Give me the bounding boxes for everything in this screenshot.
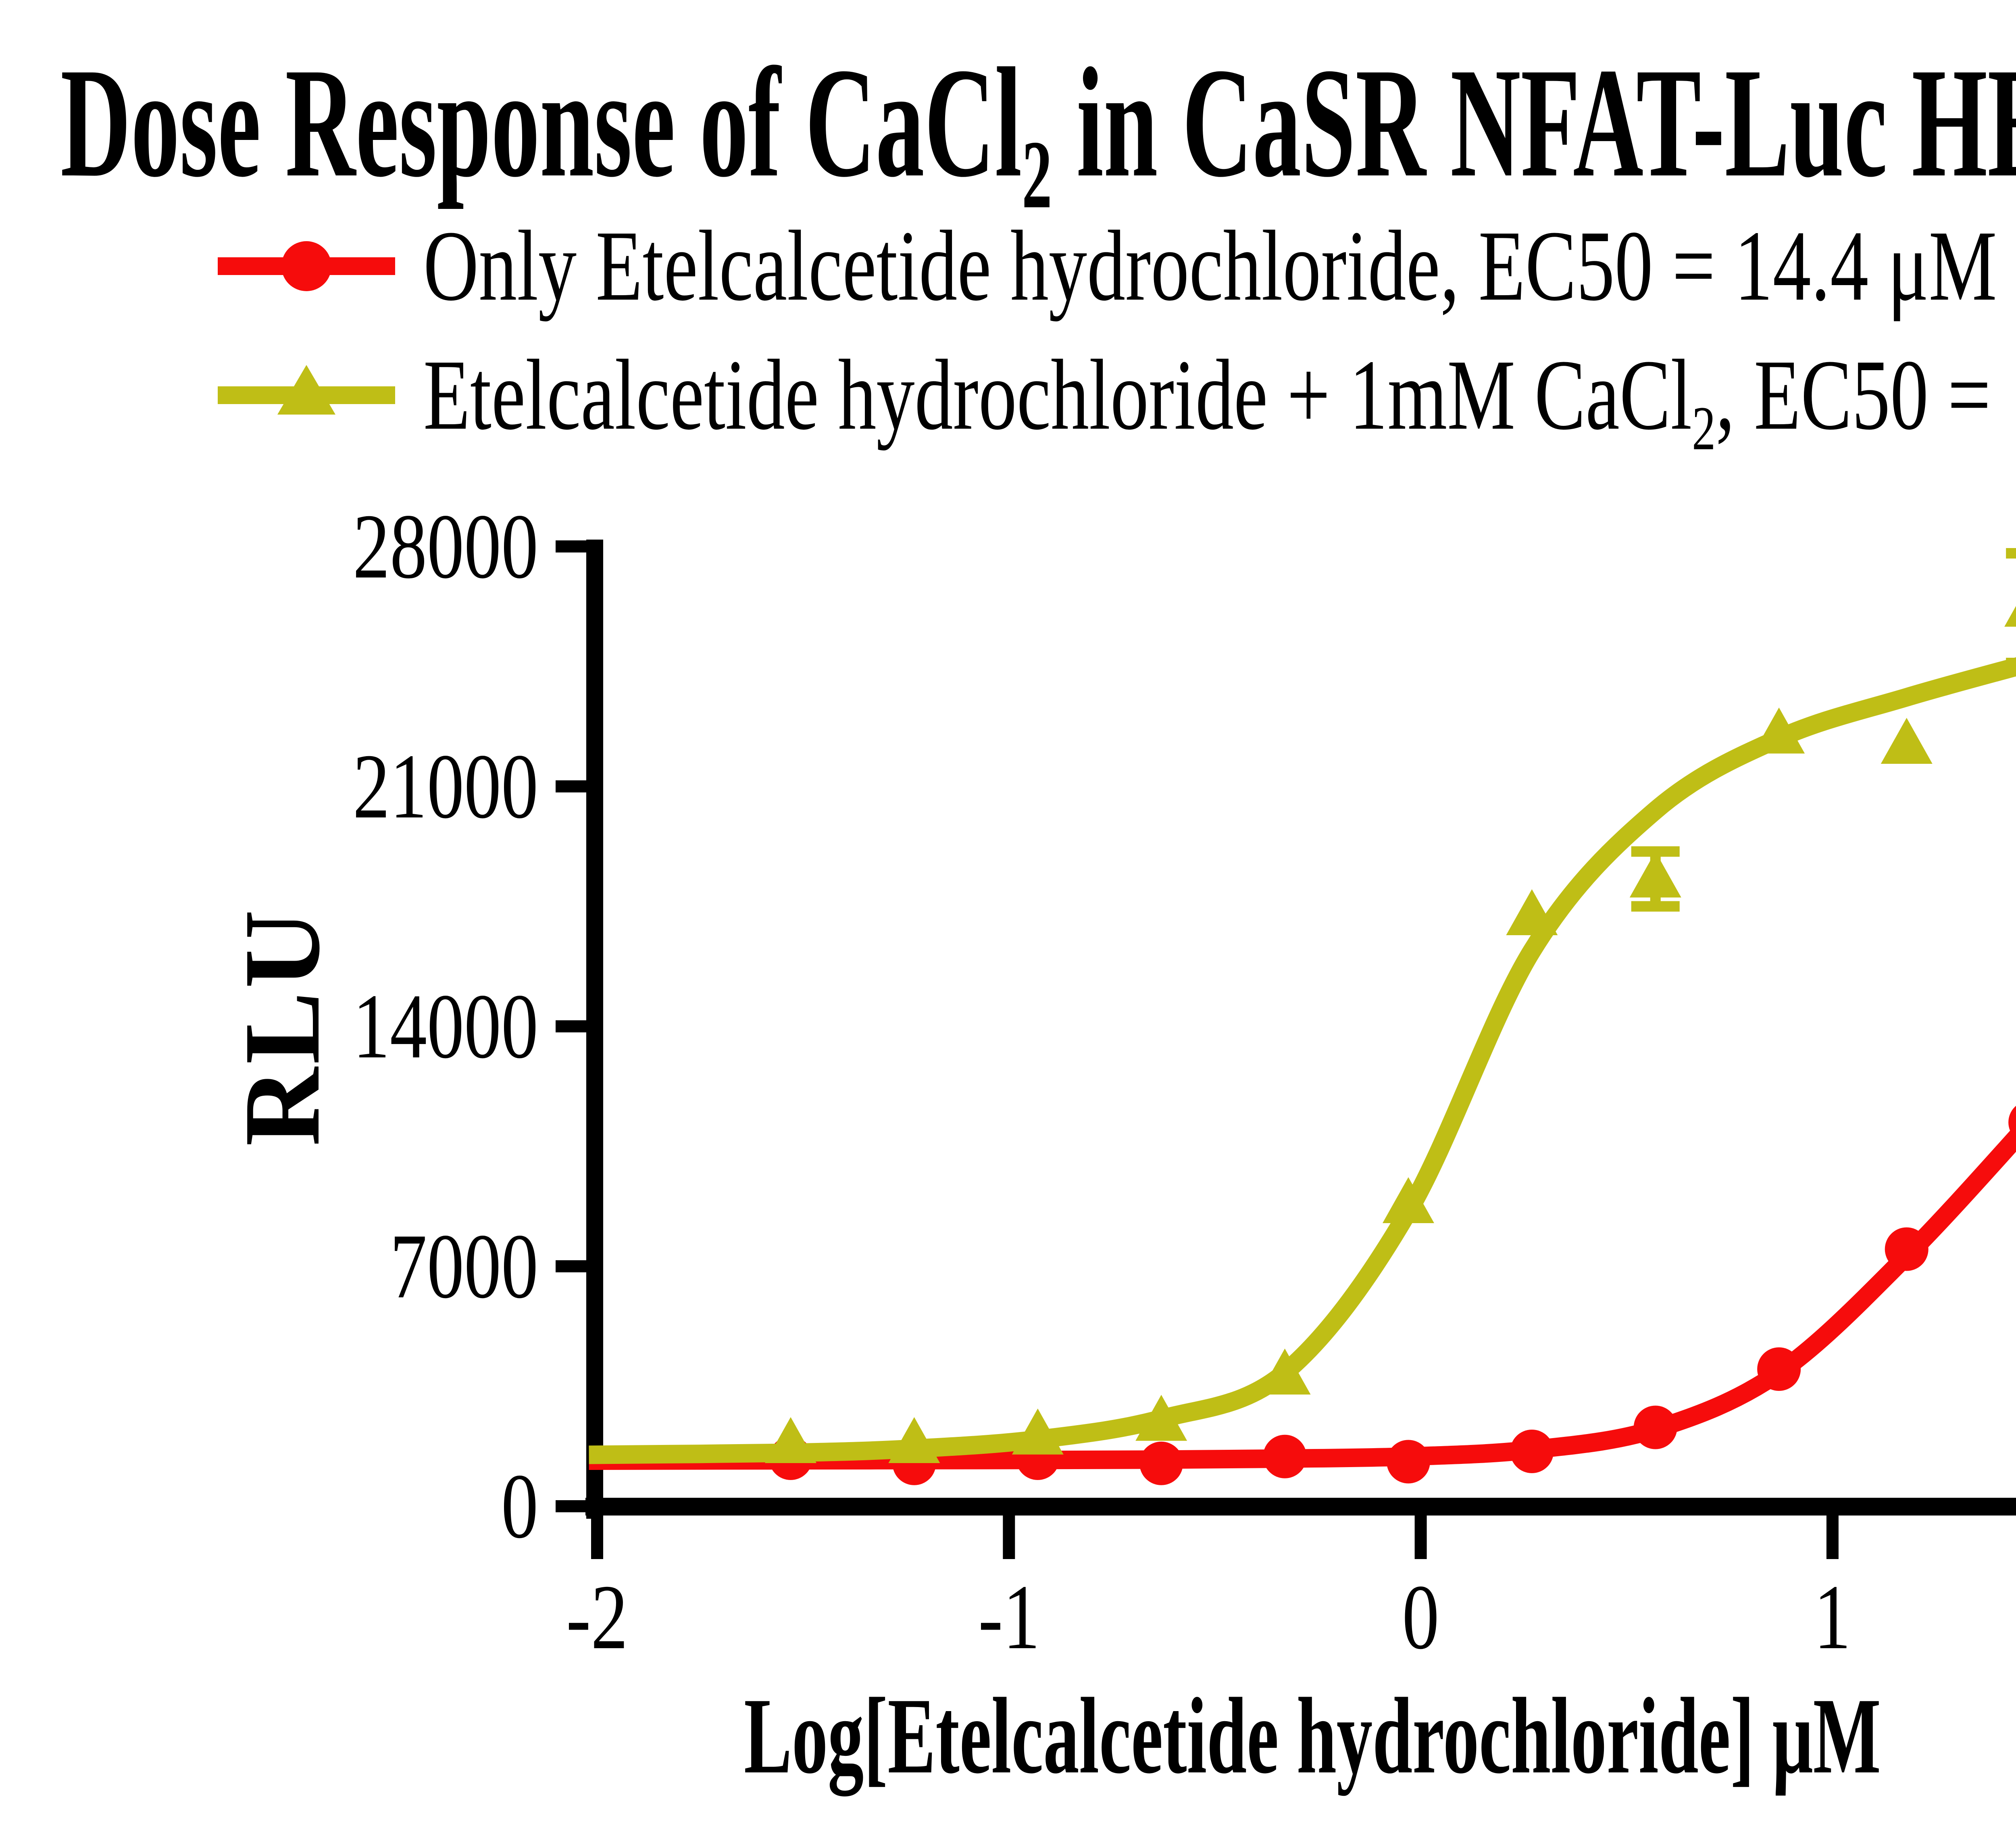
yellow-data-point xyxy=(765,1417,817,1463)
red-data-point xyxy=(1633,1405,1677,1449)
x-axis-tick xyxy=(591,1516,603,1559)
yellow-data-point xyxy=(1753,707,1805,754)
y-axis-tick xyxy=(556,1020,586,1032)
legend-swatch-yellow xyxy=(218,365,395,415)
yellow-data-point xyxy=(1881,718,1933,764)
y-tick-label-28000: 28000 xyxy=(353,495,538,598)
y-tick-label-7000: 7000 xyxy=(390,1215,538,1318)
x-axis-tick xyxy=(1003,1516,1015,1559)
x-tick-label-1: 1 xyxy=(1814,1566,1851,1668)
x-axis-line xyxy=(585,1498,2016,1516)
yellow-fit-curve xyxy=(589,657,2016,1464)
y-tick-label-21000: 21000 xyxy=(353,735,538,838)
red-fit-curve xyxy=(589,1124,2016,1470)
red-data-point xyxy=(1386,1440,1430,1484)
yellow-data-point xyxy=(1259,1349,1311,1395)
y-axis-tick xyxy=(556,1260,586,1272)
red-data-point xyxy=(2008,1105,2016,1139)
x-axis-tick xyxy=(1826,1516,1839,1559)
yellow-data-point xyxy=(888,1417,940,1463)
yellow-data-point xyxy=(1629,851,1681,898)
red-data-point xyxy=(1139,1441,1183,1485)
y-axis-tick xyxy=(556,1500,586,1512)
legend-swatch-red xyxy=(218,241,395,291)
red-data-point xyxy=(1263,1434,1307,1478)
yellow-data-point xyxy=(1012,1408,1064,1455)
legend-item-yellow-series: Etelcalcetide hydrochloride + 1mM CaCl2,… xyxy=(218,331,2016,460)
y-tick-label-14000: 14000 xyxy=(353,975,538,1078)
chart-title-text: Dose Response of CaCl xyxy=(60,35,1022,210)
yellow-data-point xyxy=(2004,606,2016,627)
x-tick-label-0: 0 xyxy=(1402,1566,1439,1668)
chart-title-subscript: 2 xyxy=(1022,121,1052,229)
red-data-point xyxy=(1885,1227,1929,1271)
yellow-data-point xyxy=(1506,889,1558,935)
legend-label-red-series: Only Etelcalcetide hydrochloride, EC50 =… xyxy=(423,210,1997,322)
x-tick-label--1: -1 xyxy=(978,1566,1040,1668)
chart-title-text-2: in CaSR NFAT-Luc HEK293（C15） xyxy=(1076,35,2016,210)
x-axis-title: Log[Etelcalcetide hydrochloride] μM xyxy=(744,1676,1881,1796)
y-axis-tick xyxy=(556,780,586,792)
red-data-point xyxy=(1510,1430,1554,1473)
yellow-data-point xyxy=(1135,1395,1187,1441)
chart-title: Dose Response of CaCl2 in CaSR NFAT-Luc … xyxy=(60,35,2016,224)
legend-triangle-marker xyxy=(277,365,335,415)
yellow-data-point xyxy=(1382,1177,1434,1223)
red-data-point xyxy=(1757,1347,1801,1391)
legend-label-yellow-series: Etelcalcetide hydrochloride + 1mM CaCl2,… xyxy=(423,339,2016,463)
legend-item-red-series: Only Etelcalcetide hydrochloride, EC50 =… xyxy=(218,202,2016,331)
x-axis-tick xyxy=(1414,1516,1427,1559)
legend-circle-marker xyxy=(281,241,331,291)
y-axis-tick xyxy=(556,540,586,552)
x-tick-label--2: -2 xyxy=(566,1566,628,1668)
y-tick-label-0: 0 xyxy=(501,1455,538,1557)
y-axis-line xyxy=(586,540,603,1519)
